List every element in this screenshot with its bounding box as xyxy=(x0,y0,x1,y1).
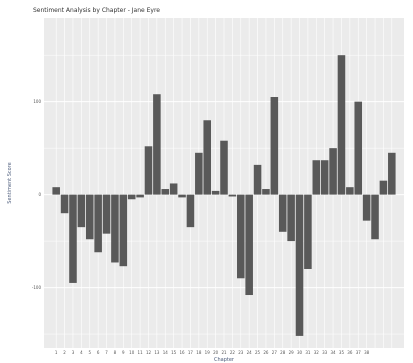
bar xyxy=(69,194,77,283)
bar xyxy=(379,180,388,195)
x-tick-label: 16 xyxy=(180,350,186,355)
bar xyxy=(262,189,270,195)
x-tick-label: 21 xyxy=(221,350,227,355)
x-tick-label: 11 xyxy=(138,350,144,355)
chart-title: Sentiment Analysis by Chapter - Jane Eyr… xyxy=(33,7,160,14)
x-tick-label: 4 xyxy=(80,350,83,355)
x-tick-label: 36 xyxy=(347,350,353,355)
x-tick-label: 18 xyxy=(196,350,202,355)
x-tick-label: 12 xyxy=(146,350,152,355)
bar xyxy=(371,194,379,240)
x-tick-label: 25 xyxy=(255,350,261,355)
x-tick-label: 3 xyxy=(72,350,75,355)
x-tick-labels: 1 2 3 4 5 6 7 8 9 10 11 12 13 14 15 16 17 18 19 20 21 22 23 24 2… xyxy=(55,350,370,355)
bar xyxy=(60,194,69,214)
bar xyxy=(203,120,211,195)
y-tick-label: 100 xyxy=(33,99,41,104)
x-tick-label: 34 xyxy=(331,350,337,355)
x-tick-label: 26 xyxy=(263,350,269,355)
bar xyxy=(77,194,86,228)
x-tick-label: 7 xyxy=(105,350,108,355)
x-tick-label: 15 xyxy=(171,350,177,355)
bar xyxy=(127,194,136,200)
x-tick-label: 22 xyxy=(230,350,236,355)
bar xyxy=(220,140,228,195)
x-tick-label: 32 xyxy=(314,350,320,355)
bar xyxy=(102,194,111,234)
y-tick-label: -100 xyxy=(32,285,42,290)
bar xyxy=(362,194,371,221)
x-tick-label: 23 xyxy=(238,350,244,355)
bar xyxy=(111,194,119,263)
bar xyxy=(178,194,186,198)
x-tick-label: 33 xyxy=(322,350,328,355)
bar xyxy=(320,160,329,195)
bar xyxy=(270,97,279,195)
bar xyxy=(52,187,60,195)
x-tick-label: 6 xyxy=(97,350,100,355)
bar xyxy=(245,194,253,296)
x-tick-label: 17 xyxy=(188,350,194,355)
bar xyxy=(144,146,153,195)
x-tick-label: 1 xyxy=(55,350,58,355)
bar xyxy=(119,194,128,267)
bar xyxy=(388,152,396,195)
x-tick-label: 28 xyxy=(280,350,286,355)
bar xyxy=(153,94,161,195)
bar xyxy=(85,194,94,240)
bar xyxy=(169,183,178,195)
bar xyxy=(329,148,337,195)
bar xyxy=(211,190,220,195)
bar xyxy=(237,194,245,279)
x-tick-label: 38 xyxy=(364,350,370,355)
x-tick-label: 19 xyxy=(205,350,211,355)
x-tick-label: 27 xyxy=(272,350,278,355)
x-tick-label: 14 xyxy=(163,350,169,355)
bar xyxy=(253,164,262,195)
bar xyxy=(354,101,363,195)
bar xyxy=(304,194,312,269)
bar xyxy=(228,194,237,197)
x-tick-label: 9 xyxy=(122,350,125,355)
x-tick-label: 37 xyxy=(356,350,362,355)
x-tick-label: 31 xyxy=(305,350,311,355)
grid-lines xyxy=(44,18,404,348)
x-tick-label: 20 xyxy=(213,350,219,355)
x-tick-label: 13 xyxy=(154,350,160,355)
x-tick-label: 29 xyxy=(289,350,295,355)
x-tick-label: 35 xyxy=(339,350,345,355)
x-tick-label: 24 xyxy=(247,350,253,355)
bar xyxy=(287,194,295,242)
bar xyxy=(186,194,195,228)
bar xyxy=(337,55,346,195)
y-tick-label: 0 xyxy=(38,192,41,197)
bar xyxy=(161,189,170,195)
y-axis-title: Sentiment Score xyxy=(7,162,13,203)
x-tick-label: 2 xyxy=(63,350,66,355)
bar xyxy=(278,194,287,232)
x-tick-label: 10 xyxy=(129,350,135,355)
bar xyxy=(136,194,144,198)
bars xyxy=(52,55,396,336)
bar xyxy=(195,152,203,195)
y-tick-labels: -100 0 100 xyxy=(32,99,42,290)
x-axis-title: Chapter xyxy=(214,357,235,363)
bar xyxy=(312,160,321,195)
bar xyxy=(346,187,354,195)
bar xyxy=(94,194,102,253)
x-tick-label: 5 xyxy=(88,350,91,355)
bar xyxy=(295,194,304,336)
x-tick-label: 30 xyxy=(297,350,303,355)
x-tick-label: 8 xyxy=(114,350,117,355)
